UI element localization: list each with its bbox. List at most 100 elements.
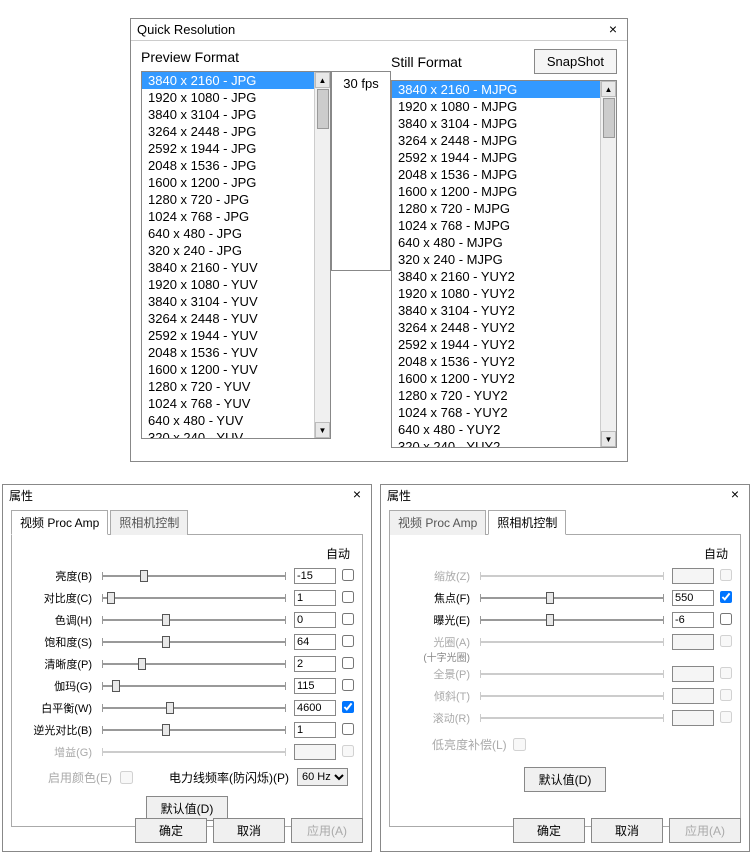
list-item[interactable]: 3840 x 2160 - YUV bbox=[142, 259, 330, 276]
slider[interactable] bbox=[476, 611, 668, 629]
auto-checkbox[interactable] bbox=[720, 613, 732, 625]
value-input[interactable] bbox=[672, 590, 714, 606]
list-item[interactable]: 1920 x 1080 - JPG bbox=[142, 89, 330, 106]
close-icon[interactable]: × bbox=[605, 22, 621, 38]
slider[interactable] bbox=[98, 699, 290, 717]
value-input[interactable] bbox=[294, 590, 336, 606]
tab-camera-control[interactable]: 照相机控制 bbox=[110, 510, 188, 535]
auto-checkbox[interactable] bbox=[342, 701, 354, 713]
list-item[interactable]: 3840 x 3104 - YUY2 bbox=[392, 302, 616, 319]
list-item[interactable]: 1024 x 768 - JPG bbox=[142, 208, 330, 225]
slider[interactable] bbox=[98, 633, 290, 651]
tab-camera-control[interactable]: 照相机控制 bbox=[488, 510, 566, 535]
list-item[interactable]: 1280 x 720 - MJPG bbox=[392, 200, 616, 217]
scroll-down-icon[interactable]: ▼ bbox=[315, 422, 330, 438]
value-input[interactable] bbox=[294, 700, 336, 716]
auto-checkbox[interactable] bbox=[720, 591, 732, 603]
value-input[interactable] bbox=[294, 656, 336, 672]
close-icon[interactable]: × bbox=[727, 487, 743, 503]
list-item[interactable]: 2592 x 1944 - YUY2 bbox=[392, 336, 616, 353]
list-item[interactable]: 3840 x 3104 - MJPG bbox=[392, 115, 616, 132]
apply-button[interactable]: 应用(A) bbox=[291, 818, 363, 843]
list-item[interactable]: 3840 x 3104 - JPG bbox=[142, 106, 330, 123]
list-item[interactable]: 1600 x 1200 - YUY2 bbox=[392, 370, 616, 387]
scroll-thumb[interactable] bbox=[317, 89, 329, 129]
slider-thumb[interactable] bbox=[112, 680, 120, 692]
powerline-select[interactable]: 60 Hz bbox=[297, 768, 348, 786]
list-item[interactable]: 1280 x 720 - JPG bbox=[142, 191, 330, 208]
list-item[interactable]: 640 x 480 - MJPG bbox=[392, 234, 616, 251]
snapshot-button[interactable]: SnapShot bbox=[534, 49, 617, 74]
list-item[interactable]: 1600 x 1200 - JPG bbox=[142, 174, 330, 191]
auto-checkbox[interactable] bbox=[342, 635, 354, 647]
scrollbar[interactable]: ▲ ▼ bbox=[600, 81, 616, 447]
cancel-button[interactable]: 取消 bbox=[213, 818, 285, 843]
auto-checkbox[interactable] bbox=[342, 679, 354, 691]
apply-button[interactable]: 应用(A) bbox=[669, 818, 741, 843]
list-item[interactable]: 640 x 480 - YUY2 bbox=[392, 421, 616, 438]
slider-thumb[interactable] bbox=[162, 614, 170, 626]
ok-button[interactable]: 确定 bbox=[135, 818, 207, 843]
tab-proc-amp[interactable]: 视频 Proc Amp bbox=[389, 510, 486, 535]
slider-thumb[interactable] bbox=[138, 658, 146, 670]
list-item[interactable]: 1024 x 768 - YUY2 bbox=[392, 404, 616, 421]
auto-checkbox[interactable] bbox=[342, 723, 354, 735]
slider-thumb[interactable] bbox=[162, 636, 170, 648]
slider[interactable] bbox=[98, 721, 290, 739]
list-item[interactable]: 3264 x 2448 - MJPG bbox=[392, 132, 616, 149]
ok-button[interactable]: 确定 bbox=[513, 818, 585, 843]
close-icon[interactable]: × bbox=[349, 487, 365, 503]
list-item[interactable]: 2048 x 1536 - YUV bbox=[142, 344, 330, 361]
list-item[interactable]: 2048 x 1536 - YUY2 bbox=[392, 353, 616, 370]
auto-checkbox[interactable] bbox=[342, 569, 354, 581]
list-item[interactable]: 3840 x 3104 - YUV bbox=[142, 293, 330, 310]
list-item[interactable]: 1280 x 720 - YUV bbox=[142, 378, 330, 395]
slider-thumb[interactable] bbox=[166, 702, 174, 714]
scroll-thumb[interactable] bbox=[603, 98, 615, 138]
list-item[interactable]: 2592 x 1944 - MJPG bbox=[392, 149, 616, 166]
list-item[interactable]: 640 x 480 - JPG bbox=[142, 225, 330, 242]
list-item[interactable]: 320 x 240 - YUV bbox=[142, 429, 330, 439]
slider-thumb[interactable] bbox=[546, 614, 554, 626]
scroll-up-icon[interactable]: ▲ bbox=[315, 72, 330, 88]
value-input[interactable] bbox=[294, 568, 336, 584]
list-item[interactable]: 2592 x 1944 - JPG bbox=[142, 140, 330, 157]
slider-thumb[interactable] bbox=[546, 592, 554, 604]
list-item[interactable]: 1920 x 1080 - YUY2 bbox=[392, 285, 616, 302]
slider[interactable] bbox=[98, 567, 290, 585]
slider-thumb[interactable] bbox=[162, 724, 170, 736]
list-item[interactable]: 3840 x 2160 - YUY2 bbox=[392, 268, 616, 285]
slider[interactable] bbox=[476, 589, 668, 607]
value-input[interactable] bbox=[672, 612, 714, 628]
list-item[interactable]: 2592 x 1944 - YUV bbox=[142, 327, 330, 344]
value-input[interactable] bbox=[294, 722, 336, 738]
list-item[interactable]: 1600 x 1200 - YUV bbox=[142, 361, 330, 378]
list-item[interactable]: 3264 x 2448 - YUV bbox=[142, 310, 330, 327]
list-item[interactable]: 1920 x 1080 - MJPG bbox=[392, 98, 616, 115]
tab-proc-amp[interactable]: 视频 Proc Amp bbox=[11, 510, 108, 535]
slider[interactable] bbox=[98, 677, 290, 695]
list-item[interactable]: 1024 x 768 - YUV bbox=[142, 395, 330, 412]
slider[interactable] bbox=[98, 655, 290, 673]
list-item[interactable]: 320 x 240 - YUY2 bbox=[392, 438, 616, 448]
auto-checkbox[interactable] bbox=[342, 613, 354, 625]
list-item[interactable]: 320 x 240 - MJPG bbox=[392, 251, 616, 268]
fps-listbox[interactable]: 30 fps bbox=[331, 71, 391, 271]
preview-format-listbox[interactable]: 3840 x 2160 - JPG1920 x 1080 - JPG3840 x… bbox=[141, 71, 331, 439]
value-input[interactable] bbox=[294, 634, 336, 650]
scrollbar[interactable]: ▲ ▼ bbox=[314, 72, 330, 438]
slider-thumb[interactable] bbox=[140, 570, 148, 582]
scroll-up-icon[interactable]: ▲ bbox=[601, 81, 616, 97]
defaults-button[interactable]: 默认值(D) bbox=[524, 767, 607, 792]
auto-checkbox[interactable] bbox=[342, 591, 354, 603]
list-item[interactable]: 2048 x 1536 - JPG bbox=[142, 157, 330, 174]
value-input[interactable] bbox=[294, 612, 336, 628]
slider-thumb[interactable] bbox=[107, 592, 115, 604]
list-item[interactable]: 1024 x 768 - MJPG bbox=[392, 217, 616, 234]
slider[interactable] bbox=[98, 589, 290, 607]
list-item[interactable]: 640 x 480 - YUV bbox=[142, 412, 330, 429]
slider[interactable] bbox=[98, 611, 290, 629]
list-item[interactable]: 1280 x 720 - YUY2 bbox=[392, 387, 616, 404]
auto-checkbox[interactable] bbox=[342, 657, 354, 669]
list-item[interactable]: 3264 x 2448 - JPG bbox=[142, 123, 330, 140]
